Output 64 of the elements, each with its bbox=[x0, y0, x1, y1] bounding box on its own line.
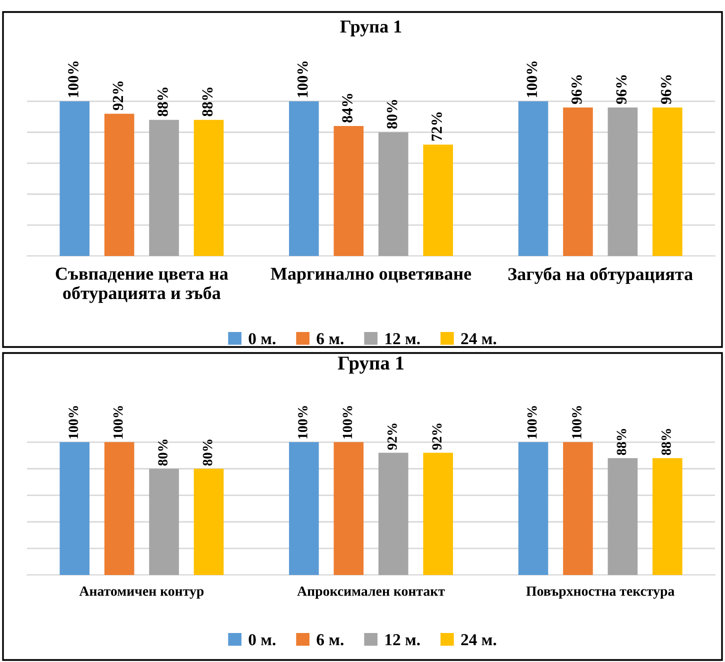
chart-title: Група 1 bbox=[338, 356, 404, 374]
data-label: 80% bbox=[202, 440, 212, 466]
data-label: 92% bbox=[387, 424, 397, 450]
x-tick-label: Анатомичен контур bbox=[79, 586, 204, 599]
data-label: 96% bbox=[660, 75, 672, 104]
data-label: 72% bbox=[432, 112, 442, 141]
data-label: 100% bbox=[298, 406, 308, 438]
bar bbox=[652, 458, 682, 575]
bar bbox=[423, 452, 453, 575]
x-tick-label: Маргинално оцветяване bbox=[270, 268, 472, 284]
bar bbox=[60, 101, 90, 256]
legend-label: 12 м. bbox=[386, 333, 420, 344]
legend-label: 0 м. bbox=[248, 333, 276, 344]
bar bbox=[518, 442, 548, 575]
bar bbox=[334, 126, 364, 256]
legend-label: 6 м. bbox=[316, 634, 344, 646]
bar bbox=[149, 120, 179, 256]
data-label: 96% bbox=[571, 75, 582, 104]
bar bbox=[334, 442, 364, 575]
data-label: 100% bbox=[297, 61, 308, 97]
data-label: 88% bbox=[616, 428, 626, 456]
legend-label: 12 м. bbox=[386, 634, 420, 646]
data-label: 80% bbox=[386, 100, 398, 129]
bar bbox=[104, 114, 134, 256]
bar bbox=[194, 120, 224, 256]
bar bbox=[289, 101, 319, 256]
bar bbox=[289, 442, 319, 575]
data-label: 92% bbox=[432, 424, 442, 450]
bar bbox=[104, 442, 134, 575]
data-label: 88% bbox=[662, 428, 671, 456]
data-label: 100% bbox=[68, 61, 78, 97]
bar bbox=[563, 108, 593, 256]
data-label: 100% bbox=[68, 406, 78, 438]
chart-title: Група 1 bbox=[340, 20, 402, 36]
bar bbox=[60, 442, 90, 575]
bar bbox=[194, 468, 224, 575]
bar bbox=[378, 132, 408, 256]
bar bbox=[563, 442, 593, 575]
data-label: 80% bbox=[158, 440, 168, 466]
data-label: 96% bbox=[616, 75, 627, 104]
bar bbox=[149, 468, 179, 575]
legend-label: 0 м. bbox=[248, 634, 276, 646]
data-label: 100% bbox=[572, 406, 582, 438]
x-tick-label: Съвпадение цвета на обтурацията и зъба bbox=[56, 268, 228, 303]
bar bbox=[608, 108, 638, 256]
x-tick-label: Загуба на обтурацията bbox=[508, 267, 693, 284]
data-label: 88% bbox=[158, 88, 168, 116]
data-label: 92% bbox=[112, 81, 124, 110]
bar bbox=[608, 458, 638, 575]
data-label: 100% bbox=[342, 406, 352, 438]
legend-label: 6 м. bbox=[316, 333, 344, 344]
x-tick-label: Апроксимален контакт bbox=[297, 586, 445, 599]
legend-label: 24 м. bbox=[461, 333, 496, 344]
legend-label: 24 м. bbox=[461, 634, 496, 646]
bar bbox=[423, 144, 453, 256]
data-label: 100% bbox=[527, 406, 537, 438]
data-label: 100% bbox=[526, 61, 538, 97]
bar bbox=[652, 108, 682, 256]
bar bbox=[518, 101, 548, 256]
data-label: 84% bbox=[342, 94, 353, 122]
bar bbox=[378, 452, 408, 575]
data-label: 100% bbox=[113, 406, 123, 438]
data-label: 88% bbox=[202, 88, 213, 116]
x-tick-label: Повърхностна текстура bbox=[526, 586, 674, 599]
